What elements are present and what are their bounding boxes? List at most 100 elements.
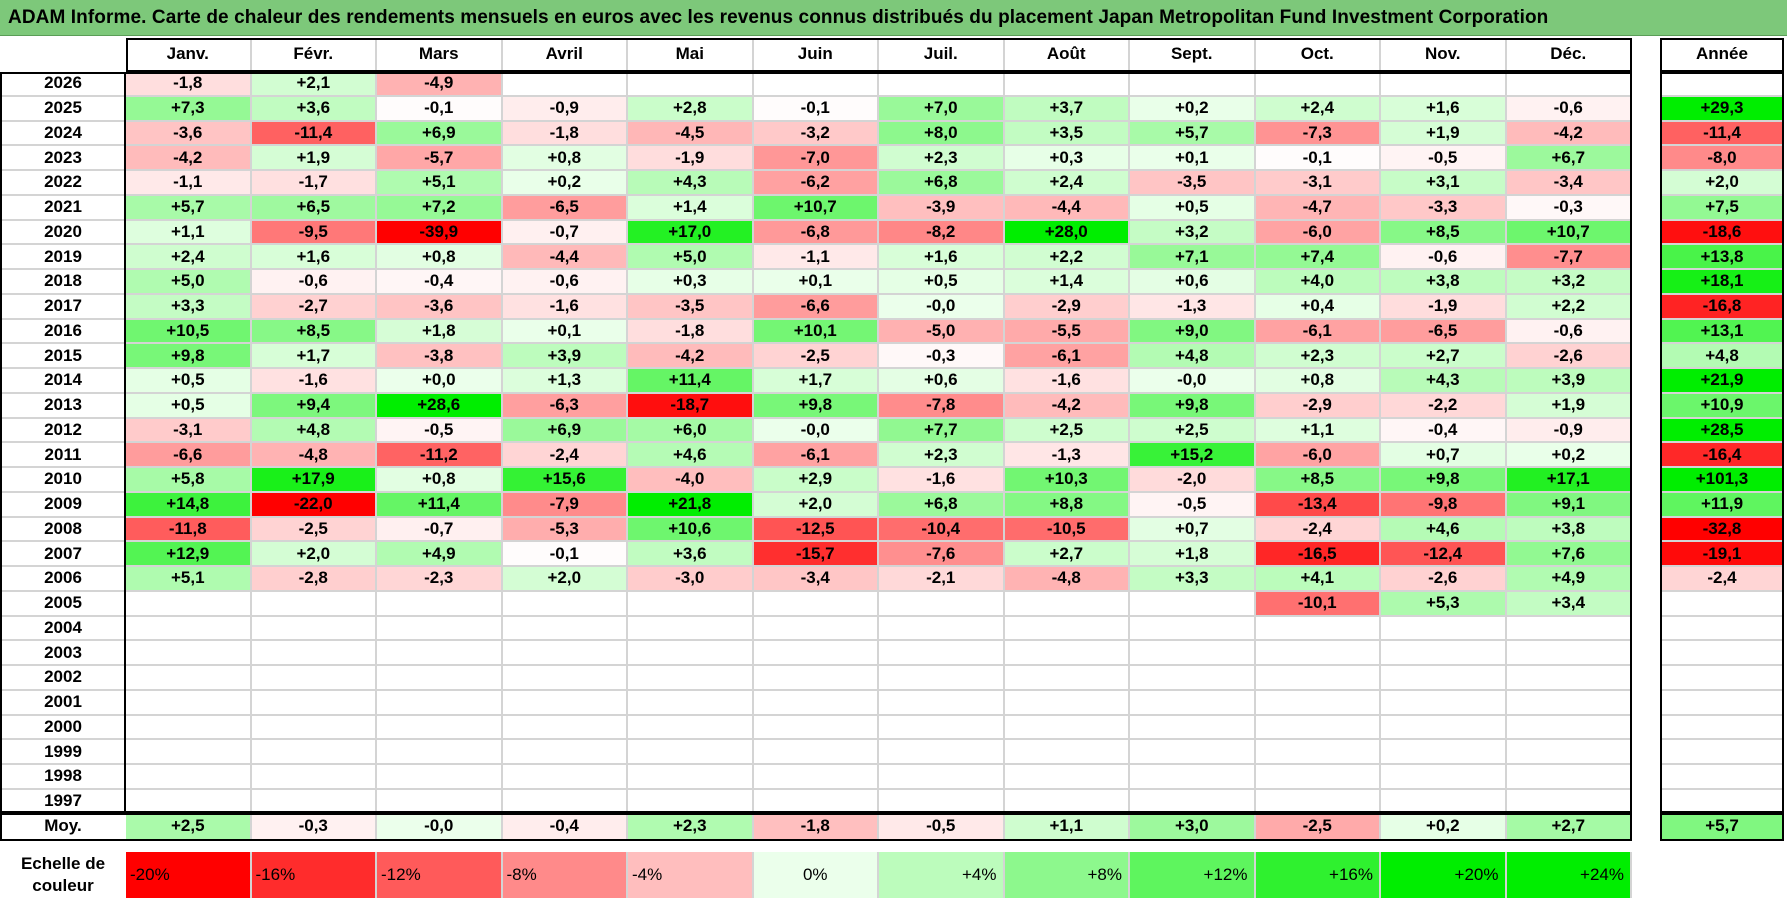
heatmap-cell (753, 591, 879, 617)
heatmap-cell (879, 72, 1005, 97)
heatmap-cell: +1,6 (1381, 96, 1507, 122)
heatmap-cell (1130, 740, 1256, 765)
year-label: 2006 (0, 567, 126, 592)
heatmap-cell (1004, 591, 1130, 617)
heatmap-cell: -5,3 (502, 517, 628, 543)
annual-cell (1660, 72, 1784, 97)
heatmap-cell: +1,9 (1381, 121, 1507, 147)
annual-cell: +2,0 (1660, 171, 1784, 196)
heatmap-cell: +0,1 (753, 270, 879, 295)
year-label: 2022 (0, 171, 126, 196)
annual-cell: +4,8 (1660, 344, 1784, 369)
heatmap-cell: -0,6 (1381, 245, 1507, 270)
heatmap-cell (1506, 715, 1632, 741)
heatmap-cell (251, 591, 377, 617)
heatmap-cell: +2,4 (126, 245, 252, 270)
heatmap-cell (1004, 765, 1130, 790)
heatmap-cell (1004, 641, 1130, 666)
heatmap-cell: +0,4 (1255, 294, 1381, 320)
annual-cell: +13,8 (1660, 245, 1784, 270)
heatmap-cell (1004, 690, 1130, 716)
heatmap-cell: +7,2 (377, 195, 503, 221)
heatmap-cell: +5,8 (126, 468, 252, 493)
heatmap-cell: +1,9 (1506, 393, 1632, 419)
heatmap-cell: +21,8 (628, 492, 754, 518)
year-label: 1998 (0, 765, 126, 790)
heatmap-cell: -2,1 (879, 567, 1005, 592)
heatmap-cell (753, 641, 879, 666)
average-label: Moy. (44, 816, 82, 835)
heatmap-cell (753, 616, 879, 642)
heatmap-cell: +3,2 (1130, 220, 1256, 246)
heatmap-cell: +2,9 (753, 468, 879, 493)
heatmap-cell: +1,8 (377, 319, 503, 345)
heatmap-cell (1255, 666, 1381, 691)
column-header: Juil. (879, 38, 1005, 72)
year-label: 2007 (0, 542, 126, 567)
heatmap-cell (502, 789, 628, 815)
heatmap-cell: -2,2 (1381, 393, 1507, 419)
heatmap-cell: -2,4 (1255, 517, 1381, 543)
heatmap-cell: -7,3 (1255, 121, 1381, 147)
heatmap-cell (502, 616, 628, 642)
heatmap-cell: -1,6 (879, 468, 1005, 493)
heatmap-cell: +0,5 (879, 270, 1005, 295)
annual-cell: -16,8 (1660, 294, 1784, 320)
heatmap-cell: +2,0 (502, 567, 628, 592)
heatmap-cell (1255, 789, 1381, 815)
heatmap-cell: +7,0 (879, 96, 1005, 122)
heatmap-cell: -3,8 (377, 344, 503, 369)
heatmap-cell (502, 765, 628, 790)
heatmap-cell: -3,3 (1381, 195, 1507, 221)
heatmap-cell (126, 666, 252, 691)
heatmap-cell: -4,2 (126, 146, 252, 171)
heatmap-cell: -0,0 (1130, 369, 1256, 394)
heatmap-cell (1004, 715, 1130, 741)
heatmap-cell: +2,1 (251, 72, 377, 97)
column-header: Déc. (1506, 38, 1632, 72)
heatmap-cell (377, 740, 503, 765)
heatmap-cell: +10,3 (1004, 468, 1130, 493)
heatmap-cell: +3,6 (251, 96, 377, 122)
heatmap-cell: -3,2 (753, 121, 879, 147)
heatmap-cell: +3,3 (126, 294, 252, 320)
heatmap-cell: +5,0 (126, 270, 252, 295)
heatmap-cell: -10,1 (1255, 591, 1381, 617)
heatmap-cell: -6,1 (1004, 344, 1130, 369)
page-title: ADAM Informe. Carte de chaleur des rende… (8, 7, 1549, 28)
heatmap-cell: -0,3 (1506, 195, 1632, 221)
heatmap-cell (879, 616, 1005, 642)
heatmap-cell: -7,6 (879, 542, 1005, 567)
heatmap-cell: -1,9 (1381, 294, 1507, 320)
heatmap-cell: +9,0 (1130, 319, 1256, 345)
heatmap-cell: +1,3 (502, 369, 628, 394)
year-label: 2019 (0, 245, 126, 270)
annual-cell: +7,5 (1660, 195, 1784, 221)
heatmap-cell: -1,8 (126, 72, 252, 97)
heatmap-cell: +2,2 (1004, 245, 1130, 270)
heatmap-cell (753, 765, 879, 790)
heatmap-cell: -0,4 (377, 270, 503, 295)
heatmap-cell: +1,1 (126, 220, 252, 246)
heatmap-cell: -12,5 (753, 517, 879, 543)
annual-cell: -19,1 (1660, 542, 1784, 567)
heatmap-cell: +4,8 (251, 418, 377, 444)
heatmap-cell (879, 591, 1005, 617)
heatmap-cell: -6,5 (502, 195, 628, 221)
average-cell: +0,2 (1381, 811, 1507, 841)
year-label: 1999 (0, 740, 126, 765)
heatmap-cell: -0,1 (377, 96, 503, 122)
heatmap-cell: -2,4 (502, 443, 628, 468)
heatmap-cell (1381, 641, 1507, 666)
heatmap-cell (1506, 72, 1632, 97)
year-label: 2005 (0, 592, 126, 617)
color-scale-swatch: +12% (1130, 852, 1256, 898)
heatmap-cell (251, 666, 377, 691)
heatmap-cell (628, 690, 754, 716)
heatmap-cell: -9,5 (251, 220, 377, 246)
heatmap-cell: -1,1 (126, 171, 252, 196)
heatmap-cell: -3,5 (628, 294, 754, 320)
heatmap-cell: -0,5 (377, 418, 503, 444)
heatmap-cell (1381, 765, 1507, 790)
heatmap-cell (377, 765, 503, 790)
